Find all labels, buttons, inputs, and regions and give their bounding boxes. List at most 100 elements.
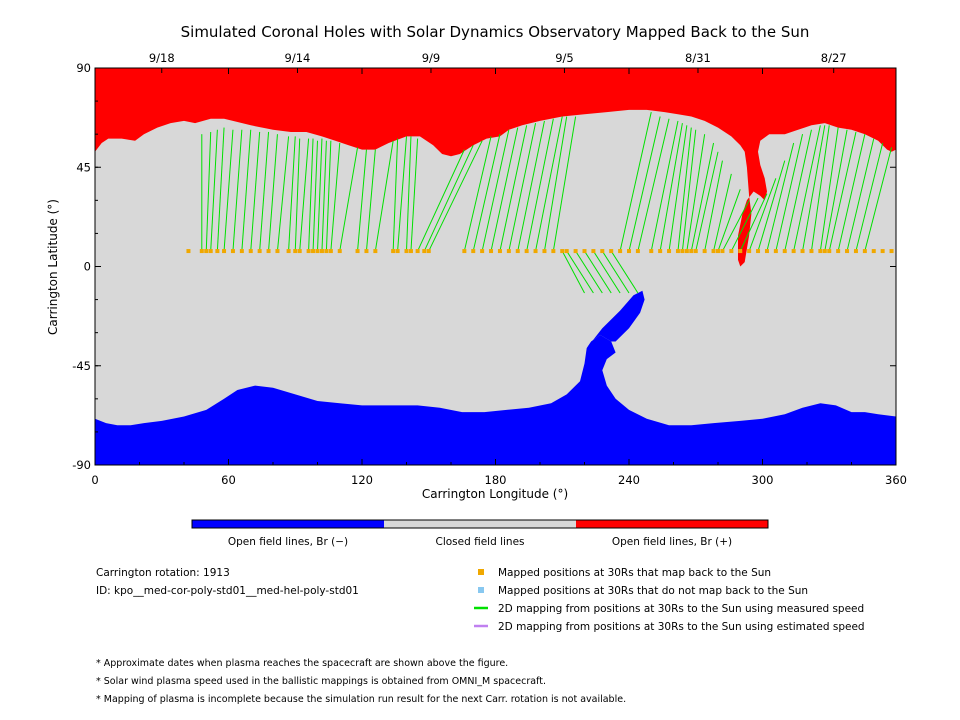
footpoint-line (601, 250, 630, 294)
mapped-position-point (836, 249, 841, 254)
footpoint-line (312, 140, 318, 252)
mapped-position-point (422, 249, 427, 254)
footpoint-line (241, 129, 252, 252)
footpoint-line (846, 138, 875, 252)
footpoint-line (704, 160, 723, 252)
colorbar-label: Open field lines, Br (−) (228, 536, 348, 548)
legend-label: 2D mapping from positions at 30Rs to the… (498, 603, 864, 615)
footpoint-line (592, 250, 621, 294)
mapped-position-point (286, 249, 291, 254)
mapped-points-layer (186, 249, 894, 254)
mapped-position-point (306, 249, 311, 254)
footnotes: * Approximate dates when plasma reaches … (96, 658, 626, 705)
mapped-position-point (395, 249, 400, 254)
mapped-position-point (404, 249, 409, 254)
footpoint-line (575, 250, 603, 294)
footpoint-line (259, 131, 270, 252)
mapped-position-point (315, 249, 320, 254)
footpoint-line (566, 250, 594, 294)
footpoint-line (695, 151, 719, 252)
footpoint-line (543, 116, 568, 252)
x-tick-label: 300 (752, 473, 774, 487)
mapped-position-point (199, 249, 204, 254)
mapped-position-point (533, 249, 538, 254)
footpoint-line (828, 131, 857, 252)
footpoint-line (339, 147, 359, 252)
footpoint-line (686, 134, 706, 252)
mapped-position-point (266, 249, 271, 254)
footpoint-line (810, 125, 830, 252)
colorbar-frame (191, 519, 769, 529)
mapped-position-point (208, 249, 213, 254)
legend-marker (478, 587, 484, 593)
mapped-position-point (373, 249, 378, 254)
y-tick-label: -90 (72, 458, 91, 472)
footpoint-line (374, 140, 394, 252)
mapped-position-point (889, 249, 894, 254)
footpoint-line (802, 125, 826, 252)
footpoint-line (766, 142, 795, 252)
axes-layer: 0 60 120 180 240 300 360 -90 -45 0 45 90 (72, 61, 907, 487)
y-tick-label: 0 (84, 260, 91, 274)
footnote: * Approximate dates when plasma reaches … (96, 658, 508, 669)
footpoint-line (232, 129, 243, 252)
mapped-position-point (880, 249, 885, 254)
north-coronal-hole (95, 68, 896, 267)
footpoint-line (526, 118, 554, 252)
south-hole-extension (586, 290, 645, 349)
mapped-position-point (649, 249, 654, 254)
mapped-position-point (426, 249, 431, 254)
mapped-position-point (391, 249, 396, 254)
mapped-position-point (408, 249, 413, 254)
footpoint-line (210, 129, 218, 252)
mapped-position-point (693, 249, 698, 254)
top-date-label: 9/5 (555, 51, 574, 65)
footpoint-line (216, 127, 225, 252)
y-tick-label: 45 (76, 160, 91, 174)
footpoint-line (628, 116, 661, 252)
footpoint-line (365, 149, 376, 252)
mapped-position-point (658, 249, 663, 254)
mapped-position-point (818, 249, 823, 254)
mapped-position-point (328, 249, 333, 254)
mapped-position-point (675, 249, 680, 254)
mapped-position-point (627, 249, 631, 254)
mapped-position-point (497, 249, 502, 254)
footpoint-line (535, 116, 563, 252)
mapped-position-point (248, 249, 253, 254)
mapped-position-point (551, 249, 556, 254)
top-date-label: 9/18 (149, 51, 175, 65)
top-date-label: 8/31 (685, 51, 711, 65)
mapped-position-point (720, 249, 725, 254)
footpoint-line (793, 125, 821, 252)
legend-marker (478, 569, 484, 575)
footpoint-line (423, 144, 474, 252)
mapped-position-point (560, 249, 565, 254)
footpoint-line (490, 127, 519, 252)
mapped-position-point (582, 249, 587, 254)
footpoint-line (837, 134, 866, 252)
colorbar-segment (384, 520, 576, 528)
footpoint-line (824, 129, 848, 252)
footpoint-line (428, 140, 483, 252)
mapped-position-point (324, 249, 329, 254)
footpoint-line (775, 134, 804, 252)
top-date-label: 9/9 (422, 51, 441, 65)
colorbar-label: Closed field lines (435, 536, 524, 548)
mapped-position-point (462, 249, 467, 254)
plot-area (95, 68, 896, 465)
mapped-position-point (716, 249, 720, 254)
footpoint-line (659, 123, 683, 252)
mapped-position-point (871, 249, 876, 254)
footpoint-line (855, 142, 884, 252)
footpoint-line (223, 129, 234, 252)
x-tick-label: 60 (221, 473, 236, 487)
footpoint-line (713, 173, 732, 252)
mapped-position-point (415, 249, 420, 254)
x-tick-label: 360 (885, 473, 907, 487)
footpoint-line (517, 120, 545, 252)
footpoint-line (690, 142, 715, 252)
mapped-position-point (609, 249, 614, 254)
mapped-position-point (591, 249, 596, 254)
